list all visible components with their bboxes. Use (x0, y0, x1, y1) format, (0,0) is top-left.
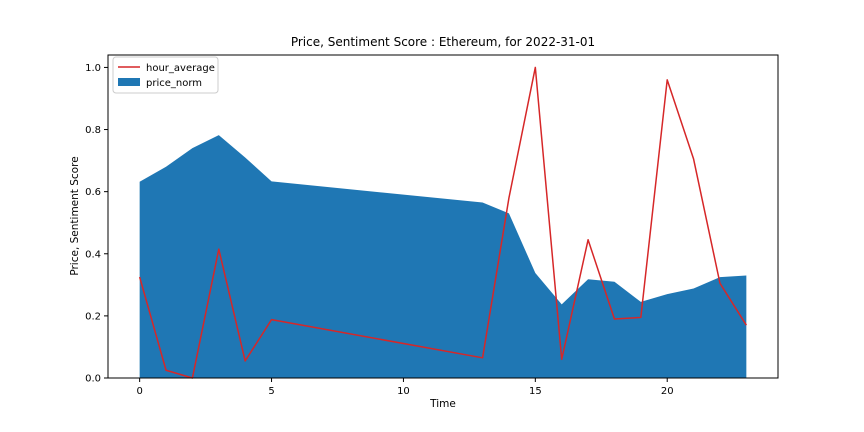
y-axis-label: Price, Sentiment Score (69, 156, 81, 275)
y-tick-label: 1.0 (85, 63, 101, 74)
plot-frame (107, 54, 779, 379)
plot-area (138, 66, 747, 379)
series-price-norm-area (139, 135, 747, 378)
chart-title: Price, Sentiment Score : Ethereum, for 2… (291, 35, 595, 49)
axes-ticks: 0 5 10 15 20 0.0 0.2 0.4 0.6 0.8 1.0 (85, 63, 673, 397)
x-tick-label: 15 (529, 386, 542, 397)
x-tick-label: 20 (661, 386, 674, 397)
x-tick-label: 0 (136, 386, 142, 397)
legend-label-hour-average: hour_average (146, 63, 215, 74)
x-tick-label: 5 (268, 386, 274, 397)
y-tick-label: 0.0 (85, 374, 101, 385)
legend-label-price-norm: price_norm (146, 78, 202, 89)
y-tick-label: 0.4 (85, 249, 101, 260)
y-tick-label: 0.2 (85, 311, 101, 322)
x-axis-label: Time (429, 398, 456, 410)
legend: hour_average price_norm (112, 56, 219, 94)
y-tick-label: 0.6 (85, 187, 101, 198)
x-tick-label: 10 (397, 386, 410, 397)
series-hour-average-line (138, 66, 747, 379)
y-tick-label: 0.8 (85, 125, 101, 136)
legend-swatch-price-norm (118, 78, 140, 86)
